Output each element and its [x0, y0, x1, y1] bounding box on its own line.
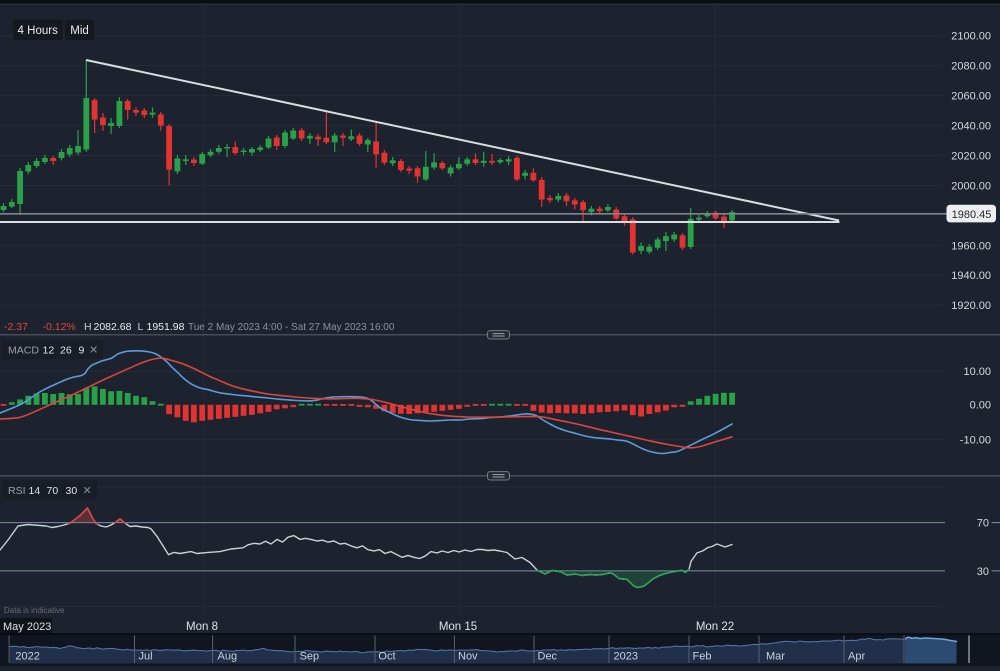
svg-text:-2.37: -2.37: [4, 321, 28, 333]
svg-text:26: 26: [60, 344, 72, 356]
svg-text:30: 30: [977, 566, 989, 578]
svg-text:2060.00: 2060.00: [951, 91, 991, 103]
svg-text:H: H: [84, 321, 92, 333]
svg-text:2040.00: 2040.00: [951, 121, 991, 133]
svg-text:2023: 2023: [614, 651, 638, 663]
svg-text:Nov: Nov: [458, 651, 478, 663]
svg-text:1960.00: 1960.00: [951, 240, 991, 252]
svg-text:70: 70: [47, 485, 59, 497]
svg-text:L: L: [138, 321, 144, 333]
svg-text:70: 70: [977, 518, 989, 530]
svg-text:1980.45: 1980.45: [952, 209, 992, 221]
svg-text:1940.00: 1940.00: [951, 270, 991, 282]
svg-text:Mon 22: Mon 22: [696, 621, 734, 633]
svg-text:2000.00: 2000.00: [951, 180, 991, 192]
svg-text:-10.00: -10.00: [960, 435, 991, 447]
svg-text:Oct: Oct: [378, 651, 395, 663]
svg-text:2080.00: 2080.00: [951, 61, 991, 73]
svg-text:MACD: MACD: [8, 344, 39, 356]
svg-text:Mon 8: Mon 8: [186, 621, 218, 633]
svg-text:RSI: RSI: [8, 485, 26, 497]
svg-text:✕: ✕: [83, 485, 92, 497]
svg-text:Tue 2 May 2023 4:00 - Sat 27 M: Tue 2 May 2023 4:00 - Sat 27 May 2023 16…: [188, 322, 395, 333]
svg-text:30: 30: [66, 485, 78, 497]
svg-text:Mar: Mar: [766, 651, 785, 663]
svg-text:Data is indicative: Data is indicative: [4, 606, 65, 615]
svg-text:Jul: Jul: [139, 651, 153, 663]
svg-text:2082.68: 2082.68: [94, 321, 132, 333]
svg-text:12: 12: [43, 344, 55, 356]
svg-text:2020.00: 2020.00: [951, 150, 991, 162]
svg-text:-0.12%: -0.12%: [43, 321, 76, 333]
svg-text:✕: ✕: [89, 345, 98, 357]
svg-text:May 2023: May 2023: [3, 621, 51, 633]
svg-text:10.00: 10.00: [963, 366, 991, 378]
svg-text:Feb: Feb: [693, 651, 712, 663]
svg-text:Apr: Apr: [848, 651, 865, 663]
svg-text:Dec: Dec: [538, 651, 558, 663]
svg-text:9: 9: [79, 344, 85, 356]
svg-text:Aug: Aug: [218, 651, 238, 663]
svg-text:Mid: Mid: [70, 25, 89, 37]
svg-text:14: 14: [29, 485, 41, 497]
svg-text:4 Hours: 4 Hours: [18, 25, 59, 37]
svg-text:2100.00: 2100.00: [951, 31, 991, 43]
svg-text:1951.98: 1951.98: [147, 321, 185, 333]
svg-text:1920.00: 1920.00: [951, 300, 991, 312]
svg-text:Mon 15: Mon 15: [439, 621, 477, 633]
svg-text:0.00: 0.00: [970, 400, 991, 412]
svg-text:Sep: Sep: [300, 651, 320, 663]
svg-text:2022: 2022: [15, 651, 39, 663]
